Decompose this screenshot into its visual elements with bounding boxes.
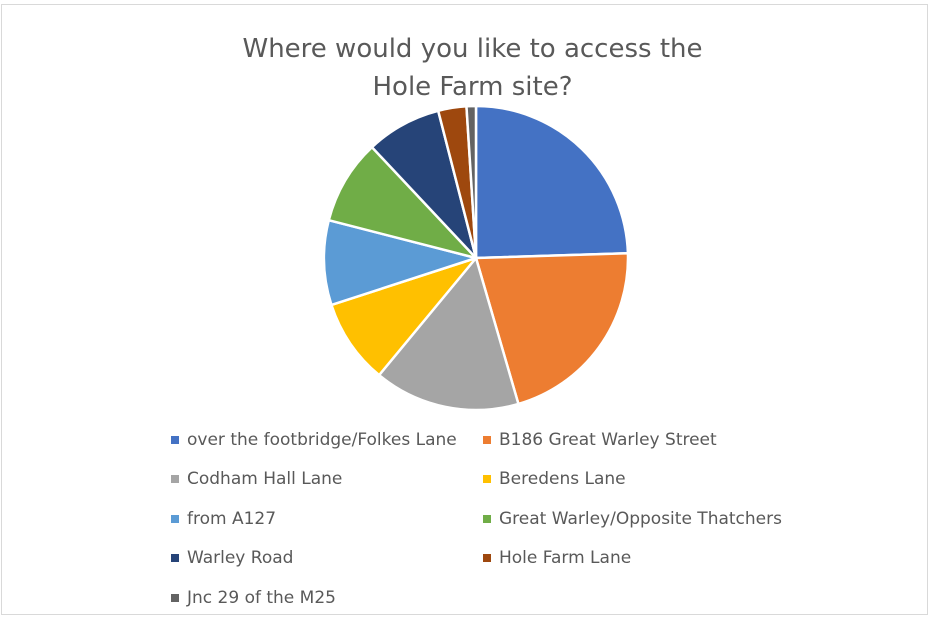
pie-slice-1 [474, 104, 630, 260]
legend-item: Great Warley/Opposite Thatchers [483, 499, 863, 539]
legend-label: Jnc 29 of the M25 [187, 587, 336, 608]
legend-label: Great Warley/Opposite Thatchers [499, 508, 782, 529]
legend-swatch [171, 593, 179, 602]
pie-slice-9 [465, 104, 478, 260]
legend-label: Hole Farm Lane [499, 548, 632, 569]
legend-label: Beredens Lane [499, 469, 626, 490]
pie-slice-5 [322, 218, 478, 307]
legend-swatch [483, 554, 491, 563]
legend-swatch [483, 475, 491, 484]
legend-item: Codham Hall Lane [171, 460, 483, 500]
legend-swatch [171, 554, 179, 563]
chart-legend: over the footbridge/Folkes Lane B186 Grea… [171, 420, 871, 618]
legend-item: Warley Road [171, 539, 483, 579]
pie-slice-4 [330, 256, 478, 377]
legend-swatch [171, 514, 179, 523]
legend-item: from A127 [171, 499, 483, 539]
pie-slice-3 [377, 256, 520, 412]
legend-label: over the footbridge/Folkes Lane [187, 429, 457, 450]
legend-item: over the footbridge/Folkes Lane [171, 420, 483, 460]
legend-item: B186 Great Warley Street [483, 420, 863, 460]
legend-label: Codham Hall Lane [187, 469, 343, 490]
legend-label: from A127 [187, 508, 277, 529]
legend-label: Warley Road [187, 548, 294, 569]
legend-label: B186 Great Warley Street [499, 429, 717, 450]
legend-swatch [483, 435, 491, 444]
legend-swatch [171, 475, 179, 484]
pie-slice-6 [327, 145, 478, 260]
chart-title-line-2: Hole Farm site? [372, 72, 573, 102]
legend-swatch [483, 514, 491, 523]
chart-title: Where would you like to access the Hole … [0, 30, 931, 106]
legend-swatch [171, 435, 179, 444]
pie-slice-2 [474, 251, 630, 406]
legend-item: Hole Farm Lane [483, 539, 863, 579]
legend-item: Jnc 29 of the M25 [171, 578, 483, 618]
legend-item: Beredens Lane [483, 460, 863, 500]
chart-title-line-1: Where would you like to access the [242, 34, 703, 64]
